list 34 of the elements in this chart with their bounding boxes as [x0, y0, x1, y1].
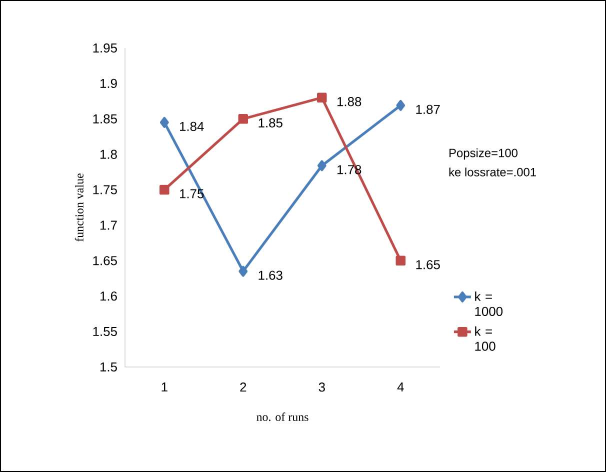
- point: [160, 116, 169, 128]
- x-tick-label: 1: [162, 382, 168, 392]
- legend-label: k = 1000: [475, 292, 503, 316]
- x-tick-label: 2: [240, 382, 246, 392]
- y-tick-label: 1.65: [93, 256, 117, 266]
- y-tick-label: 1.55: [93, 327, 117, 336]
- data-label: 1.85: [258, 118, 282, 128]
- data-label: 1.63: [258, 270, 282, 280]
- x-tick-label: 3: [318, 382, 325, 392]
- y-tick-label: 1.5: [100, 362, 117, 372]
- y-tick-label: 1.75: [93, 185, 117, 194]
- x-axis-title: no. of runs: [256, 412, 308, 422]
- data-label: 1.87: [416, 104, 440, 114]
- legend-label: k = 100: [475, 326, 496, 351]
- y-tick-label: 1.8: [100, 150, 117, 159]
- text: ke lossrate=.001: [449, 168, 536, 176]
- point: [396, 256, 406, 266]
- point: [317, 160, 326, 172]
- point: [317, 92, 327, 102]
- point: [238, 266, 248, 277]
- data-label: 1.88: [337, 97, 362, 106]
- y-tick-label: 1.85: [93, 114, 117, 124]
- x-tick-label: 4: [397, 382, 404, 392]
- y-tick-label: 1.7: [100, 220, 117, 230]
- point: [396, 100, 406, 111]
- point: [238, 114, 248, 124]
- data-label: 1.65: [416, 260, 440, 270]
- data-label: 1.84: [180, 122, 204, 132]
- y-axis-title: function value: [74, 174, 84, 242]
- y-tick-label: 1.9: [100, 78, 117, 88]
- text: Popsize=100: [450, 148, 518, 160]
- point: [160, 184, 170, 195]
- y-tick-label: 1.95: [93, 43, 117, 53]
- y-tick-label: 1.6: [100, 292, 117, 301]
